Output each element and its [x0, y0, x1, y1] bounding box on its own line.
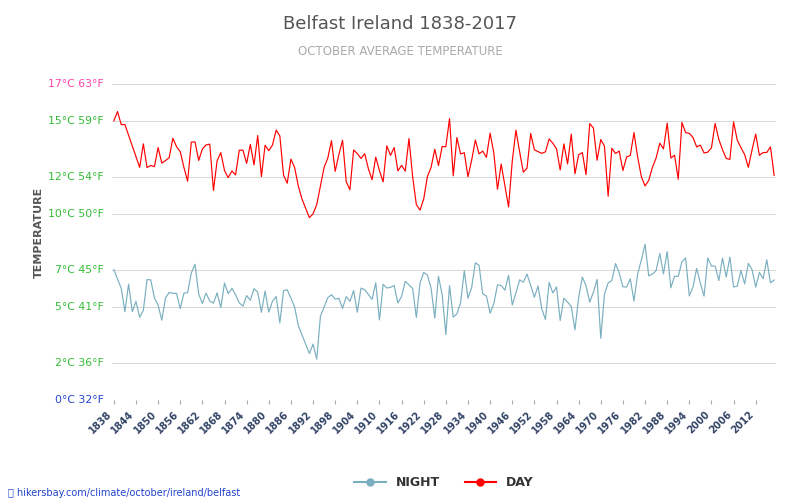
Text: OCTOBER AVERAGE TEMPERATURE: OCTOBER AVERAGE TEMPERATURE	[298, 45, 502, 58]
Text: 📍 hikersbay.com/climate/october/ireland/belfast: 📍 hikersbay.com/climate/october/ireland/…	[8, 488, 240, 498]
Text: 7°C 45°F: 7°C 45°F	[55, 264, 104, 274]
Text: 2°C 36°F: 2°C 36°F	[55, 358, 104, 368]
Text: 0°C 32°F: 0°C 32°F	[54, 395, 104, 405]
Text: 17°C 63°F: 17°C 63°F	[48, 78, 104, 88]
Text: Belfast Ireland 1838-2017: Belfast Ireland 1838-2017	[283, 15, 517, 33]
Legend: NIGHT, DAY: NIGHT, DAY	[350, 471, 538, 494]
Text: 10°C 50°F: 10°C 50°F	[48, 209, 104, 219]
Text: 5°C 41°F: 5°C 41°F	[55, 302, 104, 312]
Text: 15°C 59°F: 15°C 59°F	[48, 116, 104, 126]
Text: TEMPERATURE: TEMPERATURE	[34, 187, 44, 278]
Text: 12°C 54°F: 12°C 54°F	[48, 172, 104, 181]
